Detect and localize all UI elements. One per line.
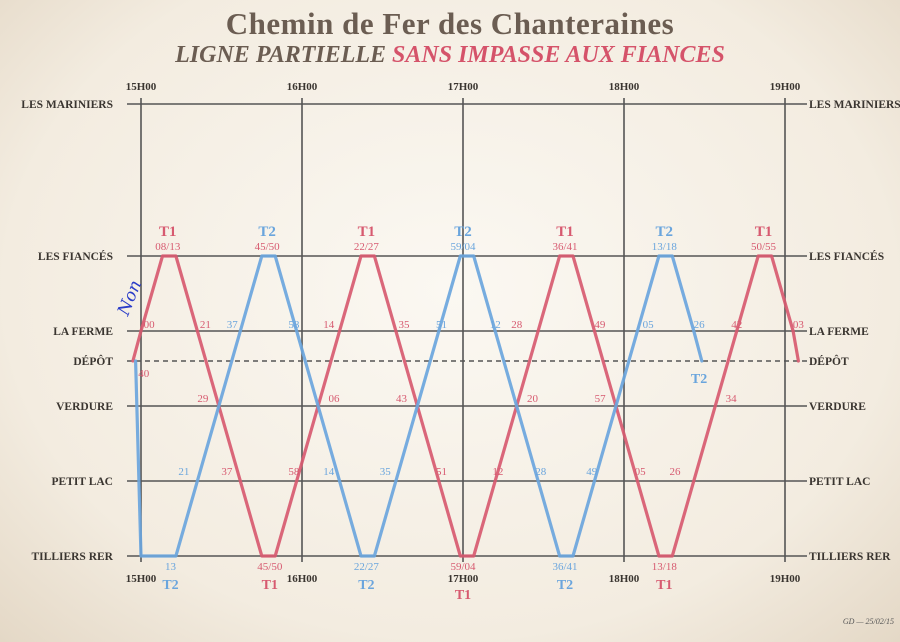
timetable-annotation: 35 [380,466,392,478]
timetable-annotation: 50/55 [751,241,777,253]
subtitle-no-dead-end: SANS IMPASSE AUX FIANCES [392,42,725,68]
timetable-annotation: 37 [221,466,233,478]
hour-tick-bottom: 15H00 [126,573,157,585]
station-label-right-verdure: VERDURE [809,401,866,413]
timetable-annotation: T1 [455,588,471,603]
timetable-annotation: 26 [670,466,682,478]
timetable-annotation: T2 [358,578,374,593]
hour-tick-top: 17H00 [448,81,479,93]
timetable-annotation: 29 [197,393,209,405]
timetable-annotation: 58 [288,466,300,478]
station-label-fiances: LES FIANCÉS [38,249,113,263]
author-credit: GD — 25/02/15 [842,617,894,626]
timetable-annotation: 51 [436,319,447,331]
timetable-annotation: 35 [399,319,411,331]
timetable-annotation: T2 [162,578,178,593]
timetable-annotation: 43 [396,393,408,405]
station-label-right-ferme: LA FERME [809,326,869,338]
timetable-annotation: 42 [731,319,742,331]
page-title: Chemin de Fer des Chanteraines [225,6,675,41]
timetable-annotation: 34 [726,393,738,405]
timetable-annotation: 12 [492,466,503,478]
timetable-annotation: 36/41 [552,241,577,253]
timetable-annotation: 49 [586,466,598,478]
timetable-annotation: 22/27 [354,561,380,573]
station-label-right-mariniers: LES MARINIERS [809,99,900,111]
station-label-right-depot: DÉPÔT [809,354,849,368]
timetable-annotation: 06 [329,393,341,405]
timetable-annotation: 28 [511,319,523,331]
timetable-annotation: T2 [656,224,674,240]
timetable-annotation: 26 [694,319,706,331]
timetable-annotation: 14 [323,319,335,331]
timetable-annotation: 51 [436,466,447,478]
hour-tick-bottom: 19H00 [770,573,801,585]
hour-tick-top: 16H00 [287,81,318,93]
train-path-t1 [131,254,801,558]
timetable-annotation: T1 [556,224,574,240]
station-label-right-tilliers: TILLIERS RER [809,551,891,563]
timetable-annotation: 03 [793,319,805,331]
timetable-annotation: 05 [635,466,647,478]
timetable-annotation: T1 [159,224,177,240]
timetable-annotation: 59/04 [450,241,476,253]
timetable-annotation: 45/50 [255,241,281,253]
timetable-annotation: 37 [227,319,239,331]
timetable-annotation: 21 [178,466,189,478]
timetable-annotation: 57 [595,393,607,405]
timetable-annotation: 00 [144,319,156,331]
hour-tick-bottom: 16H00 [287,573,318,585]
hour-tick-top: 19H00 [770,81,801,93]
timetable-annotation: 13/18 [652,241,678,253]
timetable-annotation: 05 [643,319,655,331]
timetable-annotation: T2 [557,578,573,593]
station-label-right-petitlac: PETIT LAC [809,476,870,488]
station-label-tilliers: TILLIERS RER [32,551,114,563]
timetable-annotation: T1 [262,578,278,593]
hour-tick-bottom: 17H00 [448,573,479,585]
timetable-annotation: T2 [691,372,707,387]
train-path-t2 [134,254,704,558]
timetable-annotation: 58 [288,319,300,331]
timetable-annotation: 13/18 [652,561,678,573]
timetable-annotation: 13 [165,561,177,573]
timetable-annotation: 20 [527,393,539,405]
timetable-annotation: 40 [138,368,150,380]
station-label-right-fiances: LES FIANCÉS [809,249,884,263]
subtitle-line-partial: LIGNE PARTIELLE [175,42,387,68]
timetable-annotation: 21 [200,319,211,331]
hour-tick-bottom: 18H00 [609,573,640,585]
station-label-depot: DÉPÔT [73,354,113,368]
timetable-annotation: 49 [594,319,606,331]
timetable-annotation: 08/13 [155,241,181,253]
station-label-verdure: VERDURE [56,401,113,413]
timetable-annotation: 45/50 [257,561,283,573]
timetable-annotation: T1 [656,578,672,593]
timetable-annotation: T2 [258,224,276,240]
station-label-ferme: LA FERME [53,326,113,338]
timetable-annotation: T2 [454,224,472,240]
hour-tick-top: 15H00 [126,81,157,93]
timetable-annotation: 28 [535,466,547,478]
station-label-petitlac: PETIT LAC [52,476,113,488]
station-label-mariniers: LES MARINIERS [21,99,113,111]
timetable-annotation: T1 [358,224,376,240]
timetable-annotation: 22/27 [354,241,380,253]
timetable-annotation: 14 [323,466,335,478]
timetable-annotation: 36/41 [552,561,577,573]
hour-tick-top: 18H00 [609,81,640,93]
timetable-annotation: T1 [755,224,773,240]
page-subtitle: LIGNE PARTIELLE SANS IMPASSE AUX FIANCES [0,42,900,69]
timetable-annotation: 59/04 [450,561,476,573]
timetable-annotation: 12 [490,319,501,331]
